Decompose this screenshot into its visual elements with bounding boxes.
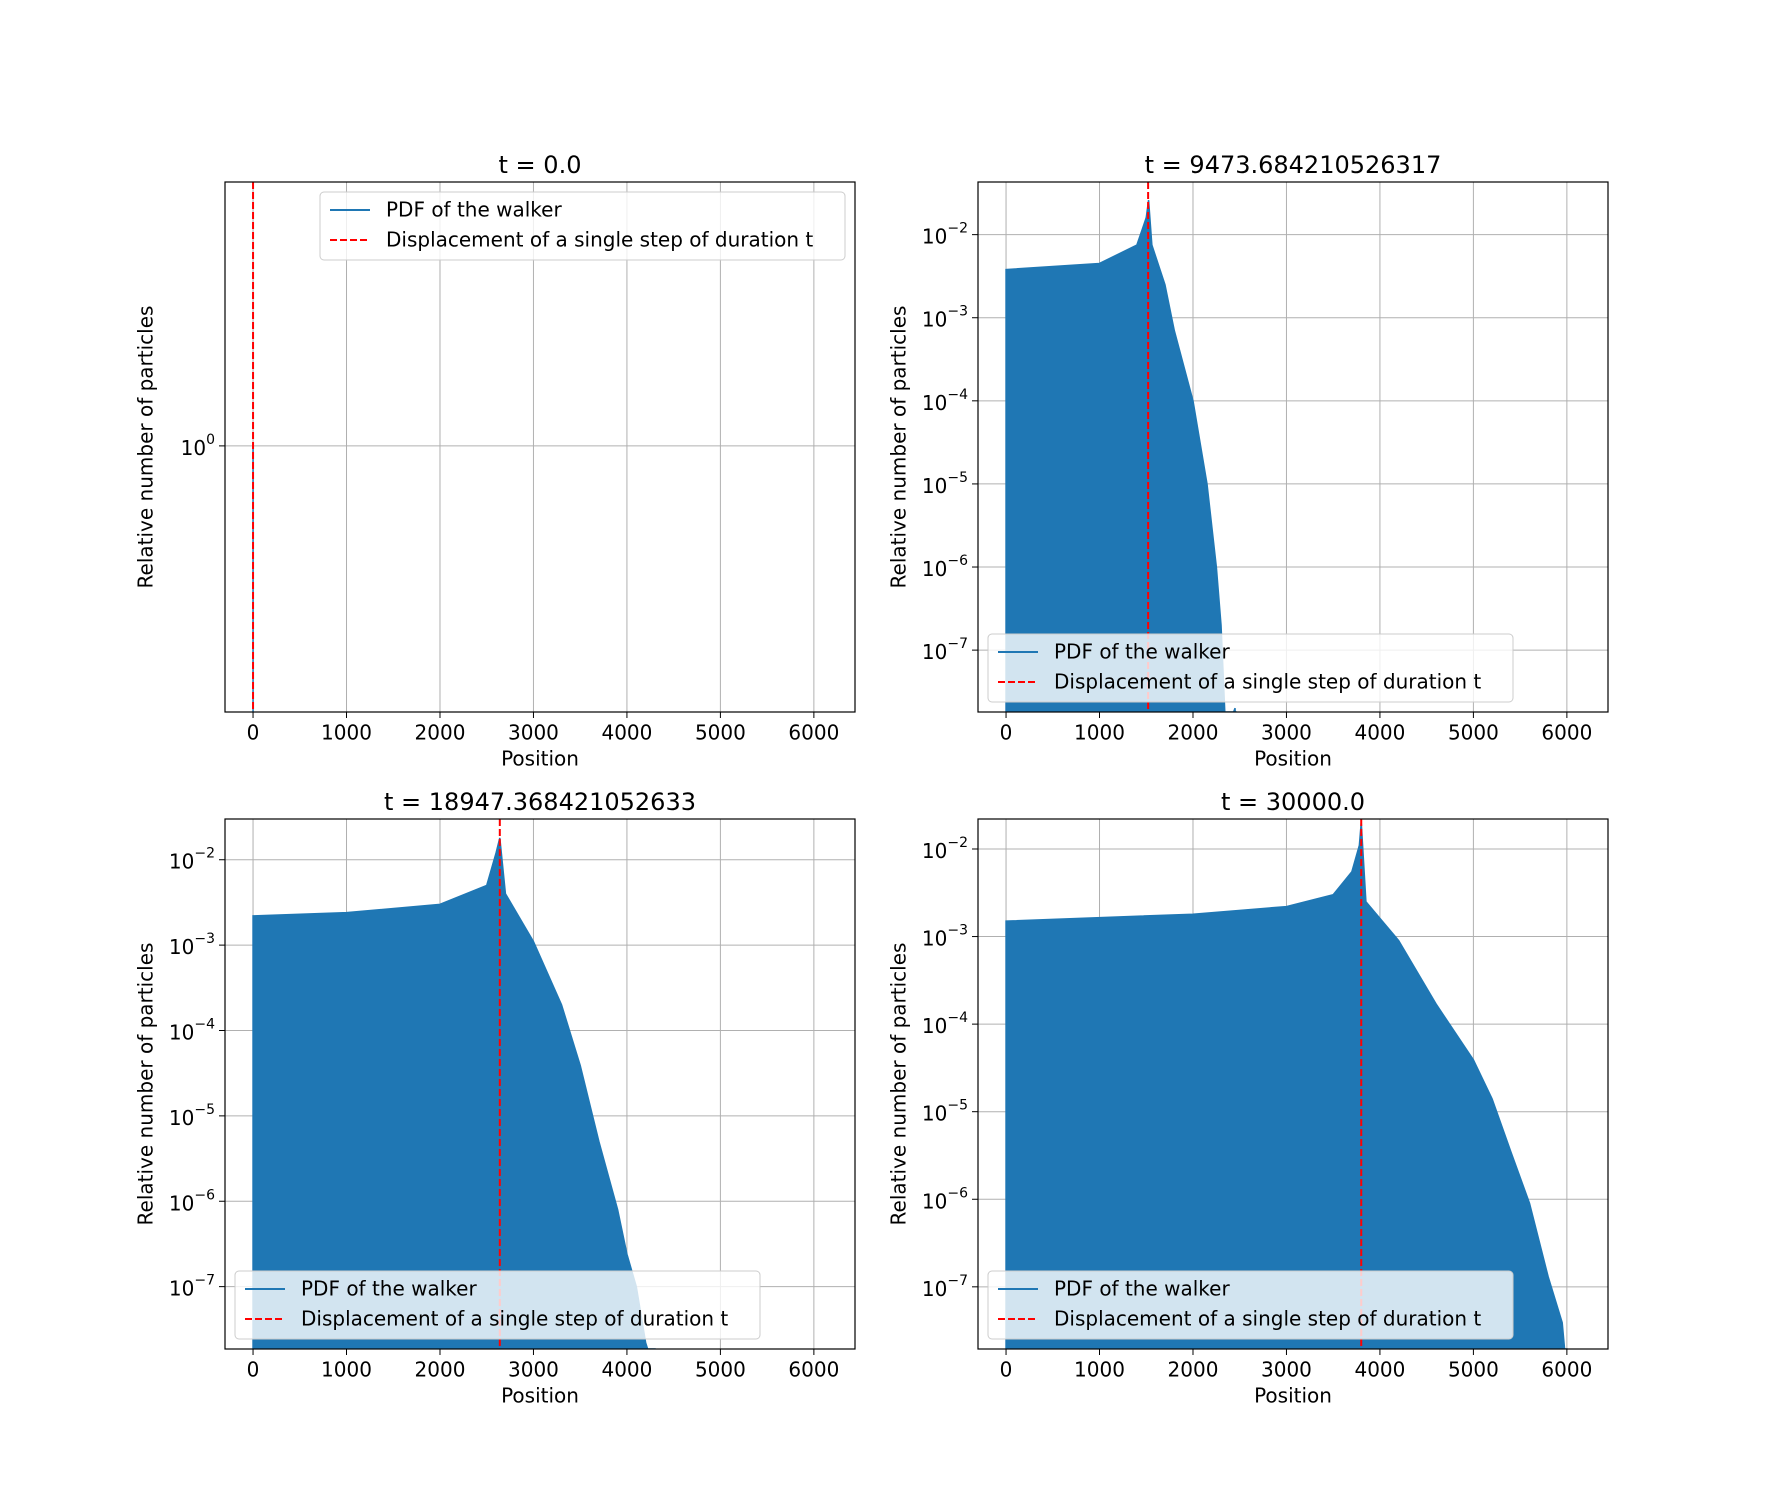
x-axis-label: Position — [501, 747, 579, 771]
x-tick-label: 0 — [247, 721, 260, 745]
x-tick-label: 6000 — [1541, 721, 1592, 745]
chart-title: t = 0.0 — [499, 151, 582, 179]
y-tick-label: 10−3 — [922, 304, 968, 332]
plot-area — [1005, 819, 1568, 1349]
legend-label: PDF of the walker — [301, 1277, 477, 1301]
y-tick-label: 10−4 — [169, 1016, 215, 1044]
x-tick-label: 4000 — [601, 1358, 652, 1382]
pdf-area — [1005, 200, 1237, 712]
chart-title: t = 18947.368421052633 — [384, 788, 696, 816]
axes-frame — [977, 181, 1609, 713]
x-tick-label: 3000 — [508, 1358, 559, 1382]
y-tick-label: 10−7 — [922, 636, 968, 664]
pdf-area — [1005, 822, 1568, 1349]
y-tick-label: 10−5 — [922, 470, 968, 498]
pdf-area — [252, 837, 656, 1349]
legend-label: PDF of the walker — [386, 198, 562, 222]
x-tick-label: 6000 — [788, 721, 839, 745]
y-tick-label: 10−4 — [922, 1010, 968, 1038]
legend-box — [319, 191, 846, 261]
plot-area — [252, 819, 656, 1349]
legend-label: PDF of the walker — [1054, 1277, 1230, 1301]
x-tick-label: 6000 — [1541, 1358, 1592, 1382]
legend: PDF of the walker Displacement of a singl… — [987, 633, 1514, 703]
legend-box — [234, 1270, 761, 1340]
x-axis-label: Position — [1254, 747, 1332, 771]
x-tick-label: 0 — [247, 1358, 260, 1382]
x-tick-label: 1000 — [1074, 721, 1125, 745]
y-tick-label: 10−6 — [922, 553, 968, 581]
legend: PDF of the walker Displacement of a singl… — [234, 1270, 761, 1340]
subplot: 0 1000 2000 3000 4000 5000 6000 10−7 10−6 10−5 10−… — [887, 788, 1609, 1408]
legend-box — [987, 1270, 1514, 1340]
x-tick-label: 1000 — [321, 721, 372, 745]
plot-area — [1005, 182, 1237, 712]
axes-frame — [224, 818, 856, 1350]
legend-label: Displacement of a single step of duratio… — [301, 1307, 728, 1331]
y-axis-label: Relative number of particles — [134, 306, 158, 589]
x-tick-label: 5000 — [695, 1358, 746, 1382]
subplot: 0 1000 2000 3000 4000 5000 6000 10−7 10−6 10−5 10−… — [134, 788, 856, 1408]
y-axis-label: Relative number of particles — [134, 943, 158, 1226]
x-axis-label: Position — [1254, 1384, 1332, 1408]
y-tick-label: 100 — [181, 432, 215, 460]
chart-title: t = 30000.0 — [1221, 788, 1365, 816]
x-tick-label: 3000 — [1261, 721, 1312, 745]
x-tick-label: 2000 — [415, 1358, 466, 1382]
legend: PDF of the walker Displacement of a singl… — [319, 191, 846, 261]
legend-label: Displacement of a single step of duratio… — [386, 228, 813, 252]
chart-title: t = 9473.684210526317 — [1145, 151, 1442, 179]
x-axis-label: Position — [501, 1384, 579, 1408]
legend-label: Displacement of a single step of duratio… — [1054, 1307, 1481, 1331]
y-tick-label: 10−6 — [169, 1187, 215, 1215]
axes-frame — [224, 181, 856, 713]
y-tick-label: 10−3 — [922, 923, 968, 951]
x-tick-label: 0 — [1000, 721, 1013, 745]
subplot: 0 1000 2000 3000 4000 5000 6000 100 t = 0.0 Posit… — [134, 151, 856, 771]
subplot: 0 1000 2000 3000 4000 5000 6000 10−7 10−6 10−5 10−… — [887, 151, 1609, 771]
y-axis-label: Relative number of particles — [887, 943, 911, 1226]
x-tick-label: 3000 — [508, 721, 559, 745]
x-tick-label: 3000 — [1261, 1358, 1312, 1382]
x-tick-label: 1000 — [321, 1358, 372, 1382]
y-axis-label: Relative number of particles — [887, 306, 911, 589]
x-tick-label: 2000 — [1168, 721, 1219, 745]
x-tick-label: 5000 — [1448, 1358, 1499, 1382]
axes-frame — [977, 818, 1609, 1350]
x-tick-label: 2000 — [1168, 1358, 1219, 1382]
x-tick-label: 5000 — [695, 721, 746, 745]
x-tick-label: 6000 — [788, 1358, 839, 1382]
y-tick-label: 10−2 — [922, 221, 968, 249]
legend-box — [987, 633, 1514, 703]
x-tick-label: 4000 — [1354, 1358, 1405, 1382]
y-tick-label: 10−5 — [169, 1102, 215, 1130]
y-tick-label: 10−2 — [169, 846, 215, 874]
x-tick-label: 5000 — [1448, 721, 1499, 745]
y-tick-label: 10−2 — [922, 835, 968, 863]
x-tick-label: 4000 — [1354, 721, 1405, 745]
x-tick-label: 4000 — [601, 721, 652, 745]
y-tick-label: 10−4 — [922, 387, 968, 415]
y-tick-label: 10−3 — [169, 931, 215, 959]
legend: PDF of the walker Displacement of a singl… — [987, 1270, 1514, 1340]
legend-label: Displacement of a single step of duratio… — [1054, 670, 1481, 694]
y-tick-label: 10−7 — [922, 1273, 968, 1301]
x-tick-label: 2000 — [415, 721, 466, 745]
legend-label: PDF of the walker — [1054, 640, 1230, 664]
x-tick-label: 1000 — [1074, 1358, 1125, 1382]
x-tick-label: 0 — [1000, 1358, 1013, 1382]
y-tick-label: 10−5 — [922, 1098, 968, 1126]
y-tick-label: 10−7 — [169, 1273, 215, 1301]
y-tick-label: 10−6 — [922, 1185, 968, 1213]
